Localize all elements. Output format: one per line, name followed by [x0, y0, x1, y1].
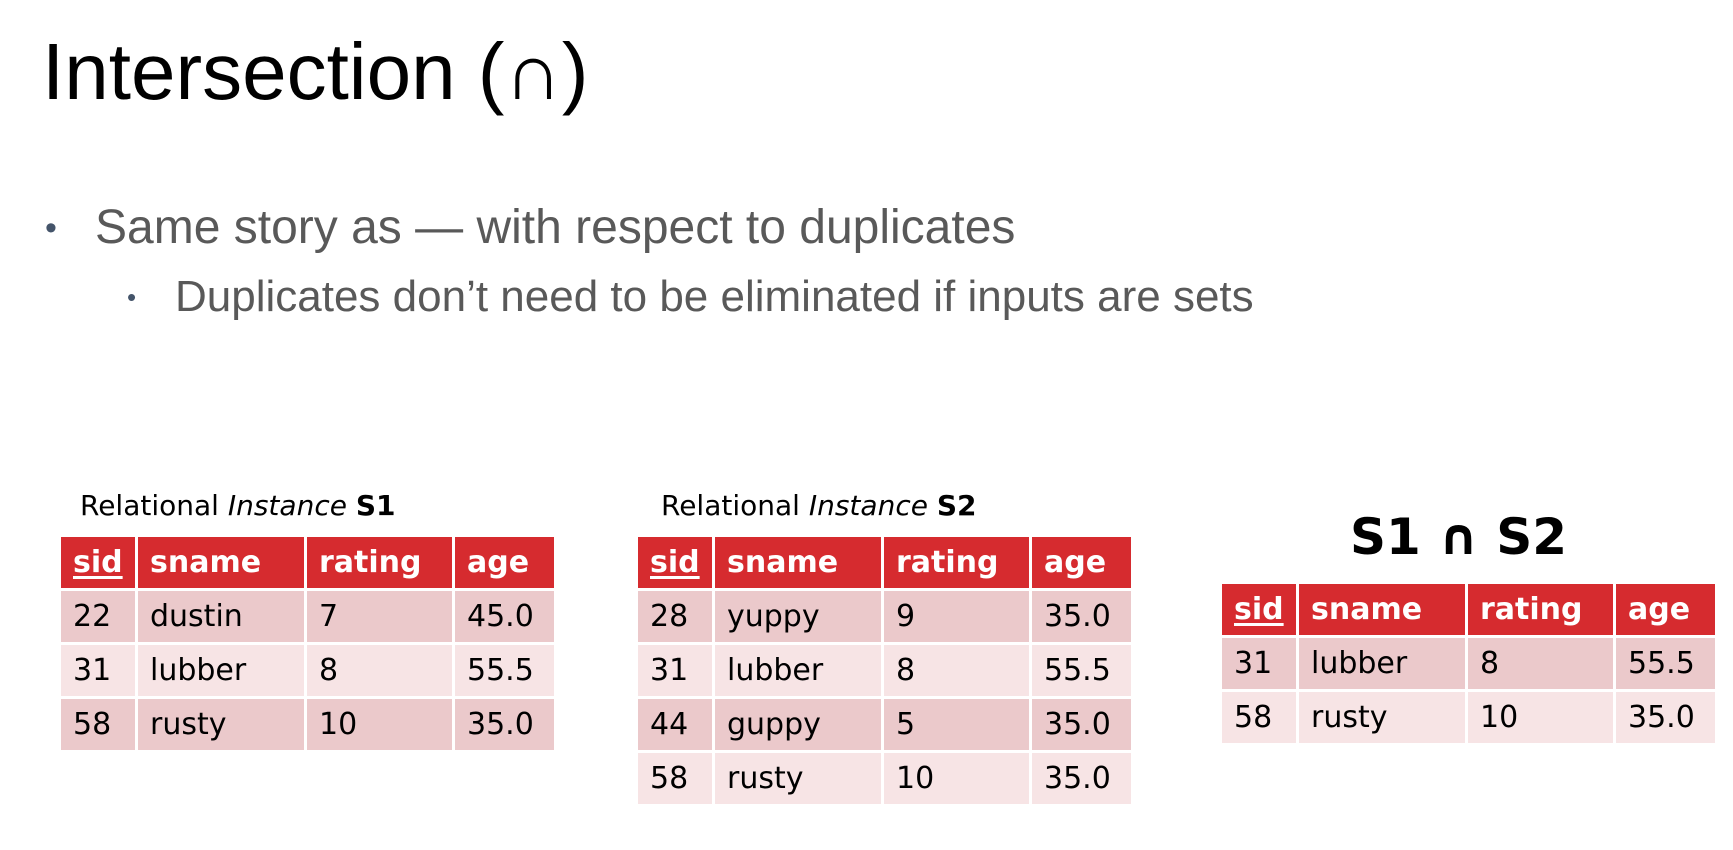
cell-age: 35.0	[1032, 591, 1131, 642]
cell-rating: 8	[884, 645, 1029, 696]
column-header-label: sid	[1234, 592, 1284, 627]
bullet-dot-icon: •	[45, 209, 57, 247]
cell-rating: 7	[307, 591, 452, 642]
column-header-label: sname	[150, 545, 262, 580]
column-header-sname: sname	[138, 537, 304, 588]
cell-sname: rusty	[138, 699, 304, 750]
bullet-level-1: • Same story as — with respect to duplic…	[45, 198, 1016, 258]
cell-sid: 28	[638, 591, 712, 642]
cell-age: 55.5	[455, 645, 554, 696]
table-row: 31 lubber 8 55.5	[61, 645, 554, 696]
s1-caption-italic: Instance	[227, 489, 347, 522]
cell-rating: 9	[884, 591, 1029, 642]
column-header-sname: sname	[715, 537, 881, 588]
cell-sid: 44	[638, 699, 712, 750]
s1-caption-prefix: Relational	[80, 489, 228, 522]
cell-sname: dustin	[138, 591, 304, 642]
column-header-label: rating	[896, 545, 999, 580]
cell-sname: lubber	[715, 645, 881, 696]
table-row: 44 guppy 5 35.0	[638, 699, 1131, 750]
cell-sname: guppy	[715, 699, 881, 750]
column-header-rating: rating	[884, 537, 1029, 588]
cell-sname: lubber	[138, 645, 304, 696]
s1-caption-name: S1	[355, 489, 396, 522]
bullet-level-2: • Duplicates don’t need to be eliminated…	[127, 270, 1254, 324]
cell-sid: 22	[61, 591, 135, 642]
table-row: 22 dustin 7 45.0	[61, 591, 554, 642]
column-header-label: age	[467, 545, 530, 580]
bullet-dot-icon: •	[127, 282, 137, 312]
table-header-row: sid sname rating age	[638, 537, 1131, 588]
cell-rating: 10	[884, 753, 1029, 804]
cell-age: 45.0	[455, 591, 554, 642]
column-header-rating: rating	[1468, 584, 1613, 635]
cell-rating: 8	[1468, 638, 1613, 689]
column-header-label: age	[1044, 545, 1107, 580]
cell-sname: rusty	[715, 753, 881, 804]
cell-rating: 10	[307, 699, 452, 750]
column-header-label: rating	[319, 545, 422, 580]
cell-sname: yuppy	[715, 591, 881, 642]
cell-sid: 58	[638, 753, 712, 804]
s2-caption: Relational Instance S2	[661, 488, 977, 524]
bullet-level-2-text: Duplicates don’t need to be eliminated i…	[175, 272, 1254, 321]
s2-caption-prefix: Relational	[661, 489, 809, 522]
cell-sname: rusty	[1299, 692, 1465, 743]
cell-rating: 5	[884, 699, 1029, 750]
column-header-age: age	[1032, 537, 1131, 588]
bullet-level-1-text: Same story as — with respect to duplicat…	[95, 201, 1016, 254]
s1-caption: Relational Instance S1	[80, 488, 396, 524]
cell-sid: 58	[61, 699, 135, 750]
cell-sid: 58	[1222, 692, 1296, 743]
cell-age: 35.0	[1032, 753, 1131, 804]
column-header-rating: rating	[307, 537, 452, 588]
column-header-sid: sid	[638, 537, 712, 588]
s1-table: sid sname rating age 22 dustin 7 45.0 31 lubber 8 5…	[58, 534, 557, 753]
column-header-label: sid	[650, 545, 700, 580]
column-header-label: sname	[1311, 592, 1423, 627]
column-header-label: sname	[727, 545, 839, 580]
cell-rating: 10	[1468, 692, 1613, 743]
s2-caption-italic: Instance	[808, 489, 928, 522]
column-header-age: age	[455, 537, 554, 588]
table-row: 31 lubber 8 55.5	[1222, 638, 1715, 689]
s2-table: sid sname rating age 28 yuppy 9 35.0 31 lubber 8 55…	[635, 534, 1134, 807]
column-header-label: rating	[1480, 592, 1583, 627]
cell-sname: lubber	[1299, 638, 1465, 689]
cell-age: 55.5	[1032, 645, 1131, 696]
cell-sid: 31	[61, 645, 135, 696]
slide-title: Intersection (∩)	[42, 27, 589, 116]
column-header-label: age	[1628, 592, 1691, 627]
cell-age: 55.5	[1616, 638, 1715, 689]
result-title: S1 ∩ S2	[1350, 508, 1568, 566]
table-row: 58 rusty 10 35.0	[638, 753, 1131, 804]
cell-age: 35.0	[1032, 699, 1131, 750]
table-row: 28 yuppy 9 35.0	[638, 591, 1131, 642]
column-header-sid: sid	[61, 537, 135, 588]
result-table: sid sname rating age 31 lubber 8 55.5 58 rusty 10 3…	[1219, 581, 1718, 746]
column-header-sname: sname	[1299, 584, 1465, 635]
table-header-row: sid sname rating age	[1222, 584, 1715, 635]
table-header-row: sid sname rating age	[61, 537, 554, 588]
column-header-label: sid	[73, 545, 123, 580]
cell-rating: 8	[307, 645, 452, 696]
cell-sid: 31	[1222, 638, 1296, 689]
s2-caption-name: S2	[936, 489, 977, 522]
column-header-age: age	[1616, 584, 1715, 635]
table-row: 31 lubber 8 55.5	[638, 645, 1131, 696]
cell-age: 35.0	[455, 699, 554, 750]
column-header-sid: sid	[1222, 584, 1296, 635]
table-row: 58 rusty 10 35.0	[1222, 692, 1715, 743]
table-row: 58 rusty 10 35.0	[61, 699, 554, 750]
cell-sid: 31	[638, 645, 712, 696]
cell-age: 35.0	[1616, 692, 1715, 743]
